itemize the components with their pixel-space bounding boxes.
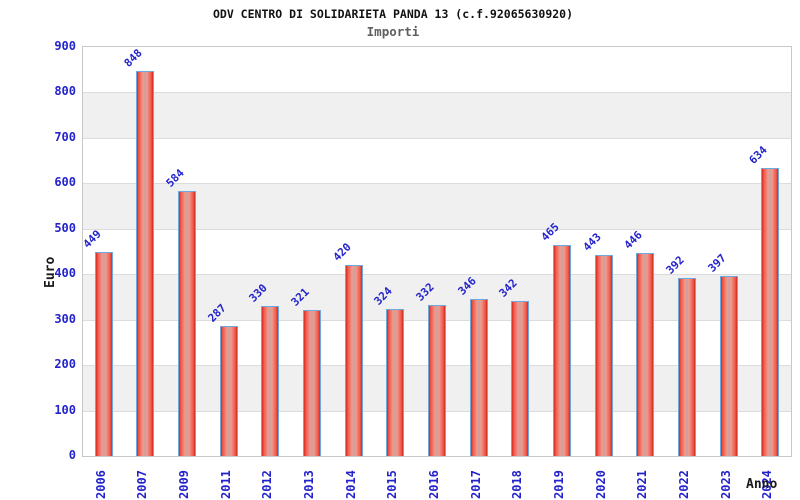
x-tick-label: 2014: [343, 470, 358, 499]
y-tick-label: 200: [54, 357, 76, 372]
bar: [261, 306, 280, 456]
x-tick-label: 2017: [468, 470, 483, 499]
y-tick-label: 800: [54, 84, 76, 99]
x-tick-label: 2013: [302, 470, 317, 499]
x-tick-label: 2023: [718, 470, 733, 499]
bar: [677, 277, 696, 456]
bar: [511, 300, 530, 456]
y-tick-label: 100: [54, 402, 76, 417]
x-tick-label: 2020: [593, 470, 608, 499]
bar-value-label: 392: [663, 253, 687, 277]
bar-value-label: 446: [621, 228, 645, 253]
grid-band: [83, 183, 791, 229]
y-tick-label: 900: [54, 39, 76, 53]
bar: [136, 70, 155, 456]
bar: [469, 298, 488, 456]
bar: [178, 190, 197, 456]
bar-value-label: 449: [80, 227, 104, 251]
x-tick-label: 2007: [135, 470, 150, 499]
grid-line: [83, 92, 791, 94]
grid-line: [83, 228, 791, 230]
bar: [386, 308, 405, 456]
bar: [761, 167, 780, 456]
x-tick-label: 2009: [177, 470, 192, 499]
x-tick-label: 2019: [551, 470, 566, 499]
x-tick-label: 2018: [510, 470, 525, 499]
bar: [594, 254, 613, 456]
chart-subtitle: Importi: [366, 24, 420, 39]
bar-value-label: 443: [580, 230, 604, 254]
bar: [303, 310, 322, 456]
grid-line: [83, 274, 791, 276]
bar-value-label: 848: [121, 46, 146, 70]
y-tick-label: 0: [68, 448, 76, 462]
y-tick-label: 300: [54, 311, 76, 326]
bar: [719, 275, 738, 456]
y-tick-label: 500: [54, 220, 76, 235]
x-tick-label: 2015: [385, 470, 400, 499]
bar-value-label: 397: [705, 251, 729, 275]
x-tick-label: 2006: [93, 470, 108, 499]
bar-value-label: 634: [746, 143, 770, 167]
grid-line: [83, 183, 791, 185]
bar: [428, 305, 446, 456]
bar-value-label: 420: [330, 240, 354, 264]
bar: [94, 251, 113, 456]
grid-band: [83, 92, 791, 138]
x-tick-label: 2022: [676, 470, 691, 499]
plot-area: 449 848 584 287 330 321 420 324 332 346 342 465 443 4…: [80, 46, 792, 457]
y-tick-label: 600: [54, 175, 76, 190]
bar: [552, 244, 571, 456]
x-axis-title: Anno: [746, 477, 778, 492]
x-tick-label: 2021: [635, 470, 650, 499]
bar: [219, 325, 238, 456]
y-tick-label: 700: [54, 129, 76, 144]
grid-line: [83, 137, 791, 139]
x-tick-label: 2012: [260, 470, 275, 499]
y-tick-label: 400: [54, 266, 76, 281]
bar: [636, 253, 655, 456]
bar: [344, 265, 363, 456]
x-tick-label: 2016: [427, 470, 441, 499]
x-tick-label: 2011: [218, 470, 233, 499]
chart-title: ODV CENTRO DI SOLIDARIETA PANDA 13 (c.f.…: [212, 7, 574, 21]
